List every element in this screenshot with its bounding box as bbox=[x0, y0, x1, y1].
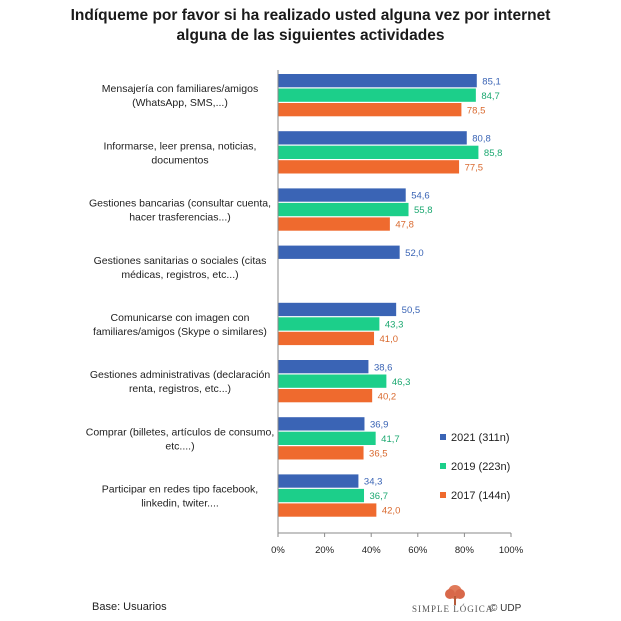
data-label: 36,5 bbox=[369, 449, 388, 460]
category-label-line: etc....) bbox=[165, 440, 194, 452]
x-tick-label: 60% bbox=[408, 545, 428, 556]
data-label: 42,0 bbox=[382, 506, 401, 517]
data-label: 50,5 bbox=[402, 305, 421, 316]
bar bbox=[278, 389, 373, 403]
bar bbox=[278, 103, 462, 117]
data-label: 41,0 bbox=[380, 334, 399, 345]
category-label-line: hacer trasferencias...) bbox=[129, 212, 231, 224]
category-label-line: Gestiones sanitarias o sociales (citas bbox=[94, 255, 267, 267]
data-label: 77,5 bbox=[465, 163, 484, 174]
category-label: Gestiones bancarias (consultar cuenta, ha… bbox=[89, 198, 271, 224]
data-label: 80,8 bbox=[472, 134, 491, 145]
category-label-line: renta, registros, etc...) bbox=[129, 383, 231, 395]
category-label: Participar en redes tipo facebook, linked… bbox=[102, 484, 258, 510]
category-label: Gestiones administrativas (declaración re… bbox=[90, 369, 270, 395]
bar bbox=[278, 245, 400, 259]
data-label: 46,3 bbox=[392, 377, 411, 388]
data-label: 36,7 bbox=[370, 491, 389, 502]
data-label: 34,3 bbox=[364, 477, 383, 488]
tree-logo-icon bbox=[445, 585, 465, 605]
x-tick-label: 40% bbox=[362, 545, 382, 556]
bar bbox=[278, 74, 477, 88]
x-tick-label: 80% bbox=[455, 545, 475, 556]
x-tick-label: 0% bbox=[271, 545, 285, 556]
data-label: 54,6 bbox=[411, 191, 430, 202]
bar bbox=[278, 331, 375, 346]
data-label: 55,8 bbox=[414, 205, 433, 216]
data-label: 40,2 bbox=[378, 391, 397, 402]
legend-label: 2021 (311n) bbox=[451, 432, 510, 444]
legend-label: 2017 (144n) bbox=[451, 490, 510, 502]
bar bbox=[278, 474, 359, 488]
category-label-line: Comunicarse con imagen con bbox=[111, 312, 250, 324]
category-label-line: Gestiones administrativas (declaración bbox=[90, 369, 270, 381]
bar bbox=[278, 360, 369, 374]
bar bbox=[278, 217, 390, 231]
category-label-line: linkedin, twiter.... bbox=[141, 498, 219, 510]
bar bbox=[278, 160, 460, 174]
chart-title-line-2: alguna de las siguientes actividades bbox=[176, 27, 445, 44]
category-label-line: familiares/amigos (Skype o similares) bbox=[93, 326, 267, 338]
category-label-line: documentos bbox=[151, 154, 208, 166]
bar bbox=[278, 88, 476, 102]
data-label: 78,5 bbox=[467, 105, 486, 116]
data-label: 38,6 bbox=[374, 362, 393, 373]
data-label: 47,8 bbox=[395, 220, 414, 231]
category-label-line: Mensajería con familiares/amigos bbox=[102, 83, 258, 95]
bar bbox=[278, 131, 467, 145]
data-label: 41,7 bbox=[381, 434, 400, 445]
data-label: 84,7 bbox=[481, 91, 500, 102]
bar bbox=[278, 302, 397, 317]
data-label: 36,9 bbox=[370, 420, 389, 431]
base-note: Base: Usuarios bbox=[92, 601, 167, 613]
category-label-line: (WhatsApp, SMS,...) bbox=[132, 97, 228, 109]
category-label: Comprar (billetes, artículos de consumo,… bbox=[86, 426, 275, 452]
bar bbox=[278, 503, 377, 517]
legend-swatch bbox=[440, 492, 446, 498]
data-label: 85,8 bbox=[484, 148, 503, 159]
bar bbox=[278, 446, 364, 460]
legend-label: 2019 (223n) bbox=[451, 461, 510, 473]
chart-title: Indíqueme por favor si ha realizado uste… bbox=[0, 6, 621, 46]
bar bbox=[278, 417, 365, 431]
chart-title-line-1: Indíqueme por favor si ha realizado uste… bbox=[70, 7, 551, 24]
category-label: Gestiones sanitarias o sociales (citas mé… bbox=[94, 255, 267, 281]
data-label: 85,1 bbox=[482, 76, 501, 87]
category-label: Comunicarse con imagen con familiares/ami… bbox=[93, 312, 267, 338]
category-label-line: Participar en redes tipo facebook, bbox=[102, 484, 258, 496]
x-tick-label: 20% bbox=[315, 545, 335, 556]
bar bbox=[278, 202, 409, 217]
category-label-line: Comprar (billetes, artículos de consumo, bbox=[86, 426, 275, 438]
category-label-line: médicas, registros, etc...) bbox=[121, 269, 238, 281]
category-label: Informarse, leer prensa, noticias, docume… bbox=[104, 140, 257, 166]
x-tick-label: 100% bbox=[499, 545, 524, 556]
logo-text: SIMPLE LÓGICA bbox=[412, 604, 494, 614]
data-label: 43,3 bbox=[385, 320, 404, 331]
category-label-line: Gestiones bancarias (consultar cuenta, bbox=[89, 198, 271, 210]
bar bbox=[278, 145, 479, 159]
legend-swatch bbox=[440, 434, 446, 440]
bar bbox=[278, 374, 387, 388]
bar bbox=[278, 488, 365, 503]
bar bbox=[278, 188, 406, 202]
category-label-line: Informarse, leer prensa, noticias, bbox=[104, 140, 257, 152]
logo-udp: © UDP bbox=[490, 603, 522, 614]
category-label: Mensajería con familiares/amigos (WhatsAp… bbox=[102, 83, 258, 109]
bar bbox=[278, 317, 380, 331]
bar bbox=[278, 431, 376, 445]
data-label: 52,0 bbox=[405, 248, 424, 259]
legend-swatch bbox=[440, 463, 446, 469]
